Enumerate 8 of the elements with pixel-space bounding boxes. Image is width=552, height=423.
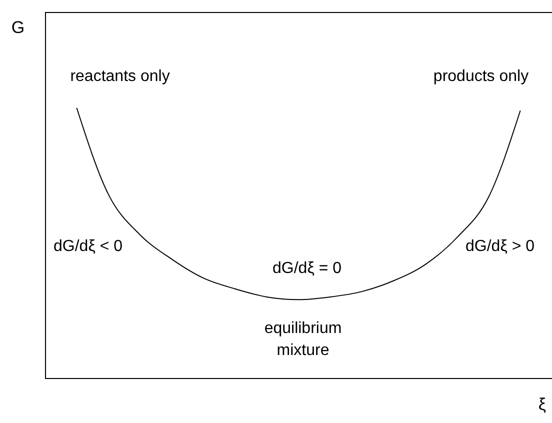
- text: reactants only: [70, 68, 170, 85]
- annotation: equilibrium mixture: [264, 320, 342, 359]
- annotation: dG/dξ < 0: [54, 238, 123, 255]
- x-axis-title: ξ: [538, 395, 546, 414]
- annotation: dG/dξ > 0: [466, 238, 535, 255]
- text: products only: [433, 68, 529, 85]
- y-axis-title: G: [11, 18, 25, 37]
- annotation: dG/dξ = 0: [272, 260, 342, 277]
